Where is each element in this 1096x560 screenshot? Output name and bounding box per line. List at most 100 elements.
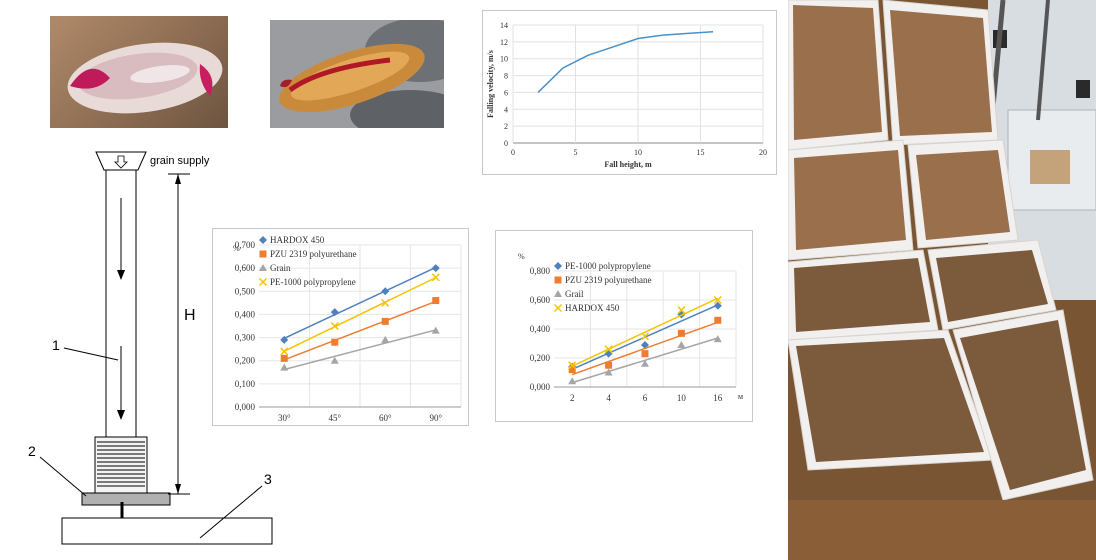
legend-label: PE-1000 polypropylene xyxy=(565,261,651,271)
legend-label: Grail xyxy=(565,289,584,299)
data-point xyxy=(714,316,722,324)
grain-supply-label: grain supply xyxy=(150,155,210,167)
y-axis-label: Falling velocity, m/s xyxy=(486,50,495,118)
data-point xyxy=(381,298,390,307)
data-point xyxy=(713,335,722,343)
legend-marker xyxy=(554,276,562,284)
part-label-3: 3 xyxy=(264,471,272,487)
y-tick-label: 0,300 xyxy=(235,333,256,343)
y-tick-label: 0,600 xyxy=(530,295,551,305)
velocity-line xyxy=(537,30,714,93)
wear-vs-height-chart: 0,000 0,200 0,400 0,600 0,800 2 4 6 10 16 м% PE-100… xyxy=(518,252,743,403)
data-point xyxy=(568,366,576,374)
trend-line xyxy=(571,297,719,367)
data-point xyxy=(713,301,722,310)
x-tick-label: 20 xyxy=(759,148,767,157)
x-unit-label: м xyxy=(738,392,743,401)
data-point xyxy=(330,308,339,317)
data-point xyxy=(280,335,289,344)
x-tick-label: 5 xyxy=(574,148,578,157)
wear-vs-angle-chart: 0,000 0,100 0,200 0,300 0,400 0,500 0,600 0,700… xyxy=(233,235,462,423)
data-point xyxy=(605,361,613,369)
x-tick-label: 60° xyxy=(379,413,392,423)
data-point xyxy=(280,347,289,356)
y-tick-label: 6 xyxy=(504,88,508,97)
data-point xyxy=(641,340,649,349)
x-tick-label: 10 xyxy=(634,148,642,157)
legend-label: HARDOX 450 xyxy=(565,303,620,313)
legend-marker xyxy=(554,262,562,270)
x-tick-label: 15 xyxy=(697,148,705,157)
data-point xyxy=(330,321,339,331)
y-tick-label: 0,100 xyxy=(235,379,256,389)
trend-line xyxy=(571,321,719,376)
trend-line xyxy=(283,300,437,361)
y-tick-label: 10 xyxy=(500,55,508,64)
y-tick-label: 0,000 xyxy=(235,402,256,412)
seed-photo-pink xyxy=(50,16,228,128)
x-axis-label: Fall height, m xyxy=(604,160,652,169)
y-unit-label: % xyxy=(233,244,240,253)
trend-line xyxy=(283,276,437,352)
data-point xyxy=(677,306,686,315)
y-tick-label: 2 xyxy=(504,122,508,131)
data-point xyxy=(640,332,650,341)
x-tick-label: 2 xyxy=(570,393,575,403)
x-tick-label: 16 xyxy=(713,393,723,403)
legend-marker xyxy=(554,290,562,297)
part-label-1: 1 xyxy=(52,337,60,353)
y-tick-label: 4 xyxy=(504,105,508,114)
x-tick-label: 0 xyxy=(511,148,515,157)
y-tick-label: 0,000 xyxy=(530,382,551,392)
height-label: H xyxy=(184,307,196,324)
legend-label: PE-1000 polypropylene xyxy=(270,277,356,287)
y-unit-label: % xyxy=(518,252,525,261)
y-tick-label: 0,800 xyxy=(530,266,551,276)
data-point xyxy=(381,317,389,325)
wear-vs-angle-chart-panel: 0,000 0,100 0,200 0,300 0,400 0,500 0,600 0,700… xyxy=(212,228,469,426)
legend-label: PZU 2319 polyurethane xyxy=(565,275,651,285)
data-point xyxy=(330,356,339,364)
x-tick-label: 10 xyxy=(677,393,687,403)
legend-marker xyxy=(258,277,268,287)
legend-marker xyxy=(259,250,267,258)
x-tick-label: 90° xyxy=(429,413,442,423)
legend-marker xyxy=(259,264,267,271)
x-tick-label: 4 xyxy=(606,393,611,403)
y-tick-label: 0,500 xyxy=(235,286,256,296)
data-point xyxy=(331,338,339,346)
trend-line xyxy=(283,266,437,339)
data-point xyxy=(381,287,390,296)
legend-label: PZU 2319 polyurethane xyxy=(270,249,356,259)
falling-velocity-chart-panel: 0 2 4 6 8 10 12 14 0 5 10 15 20 Fall height, m Falling… xyxy=(482,10,777,175)
data-point xyxy=(280,363,289,371)
data-point xyxy=(431,326,440,334)
y-tick-label: 8 xyxy=(504,72,508,81)
y-tick-label: 0,200 xyxy=(530,353,551,363)
data-point xyxy=(568,377,577,385)
y-tick-label: 14 xyxy=(500,21,508,30)
wear-vs-height-chart-panel: 0,000 0,200 0,400 0,600 0,800 2 4 6 10 16 м% PE-100… xyxy=(495,230,753,422)
y-tick-label: 0,400 xyxy=(530,324,551,334)
data-point xyxy=(280,354,288,362)
data-point xyxy=(604,368,613,376)
lab-samples-photo xyxy=(788,0,1096,560)
data-point xyxy=(677,340,686,348)
legend-marker xyxy=(259,236,267,244)
data-point xyxy=(713,295,722,305)
trend-line xyxy=(284,329,436,371)
part-label-2: 2 xyxy=(28,443,36,459)
y-tick-label: 0,600 xyxy=(235,263,256,273)
y-tick-label: 0,700 xyxy=(235,240,256,250)
seed-photo-orange xyxy=(270,20,444,128)
data-point xyxy=(431,273,440,282)
test-rig-diagram: grain supply H 1 2 3 xyxy=(28,151,273,545)
data-point xyxy=(641,359,649,367)
falling-velocity-chart: 0 2 4 6 8 10 12 14 0 5 10 15 20 Fall height, m Falling… xyxy=(486,21,767,169)
y-tick-label: 12 xyxy=(500,38,508,47)
data-point xyxy=(677,329,685,337)
x-tick-label: 45° xyxy=(328,413,341,423)
y-tick-label: 0,200 xyxy=(235,356,256,366)
data-point xyxy=(381,335,390,343)
data-point xyxy=(641,350,649,358)
